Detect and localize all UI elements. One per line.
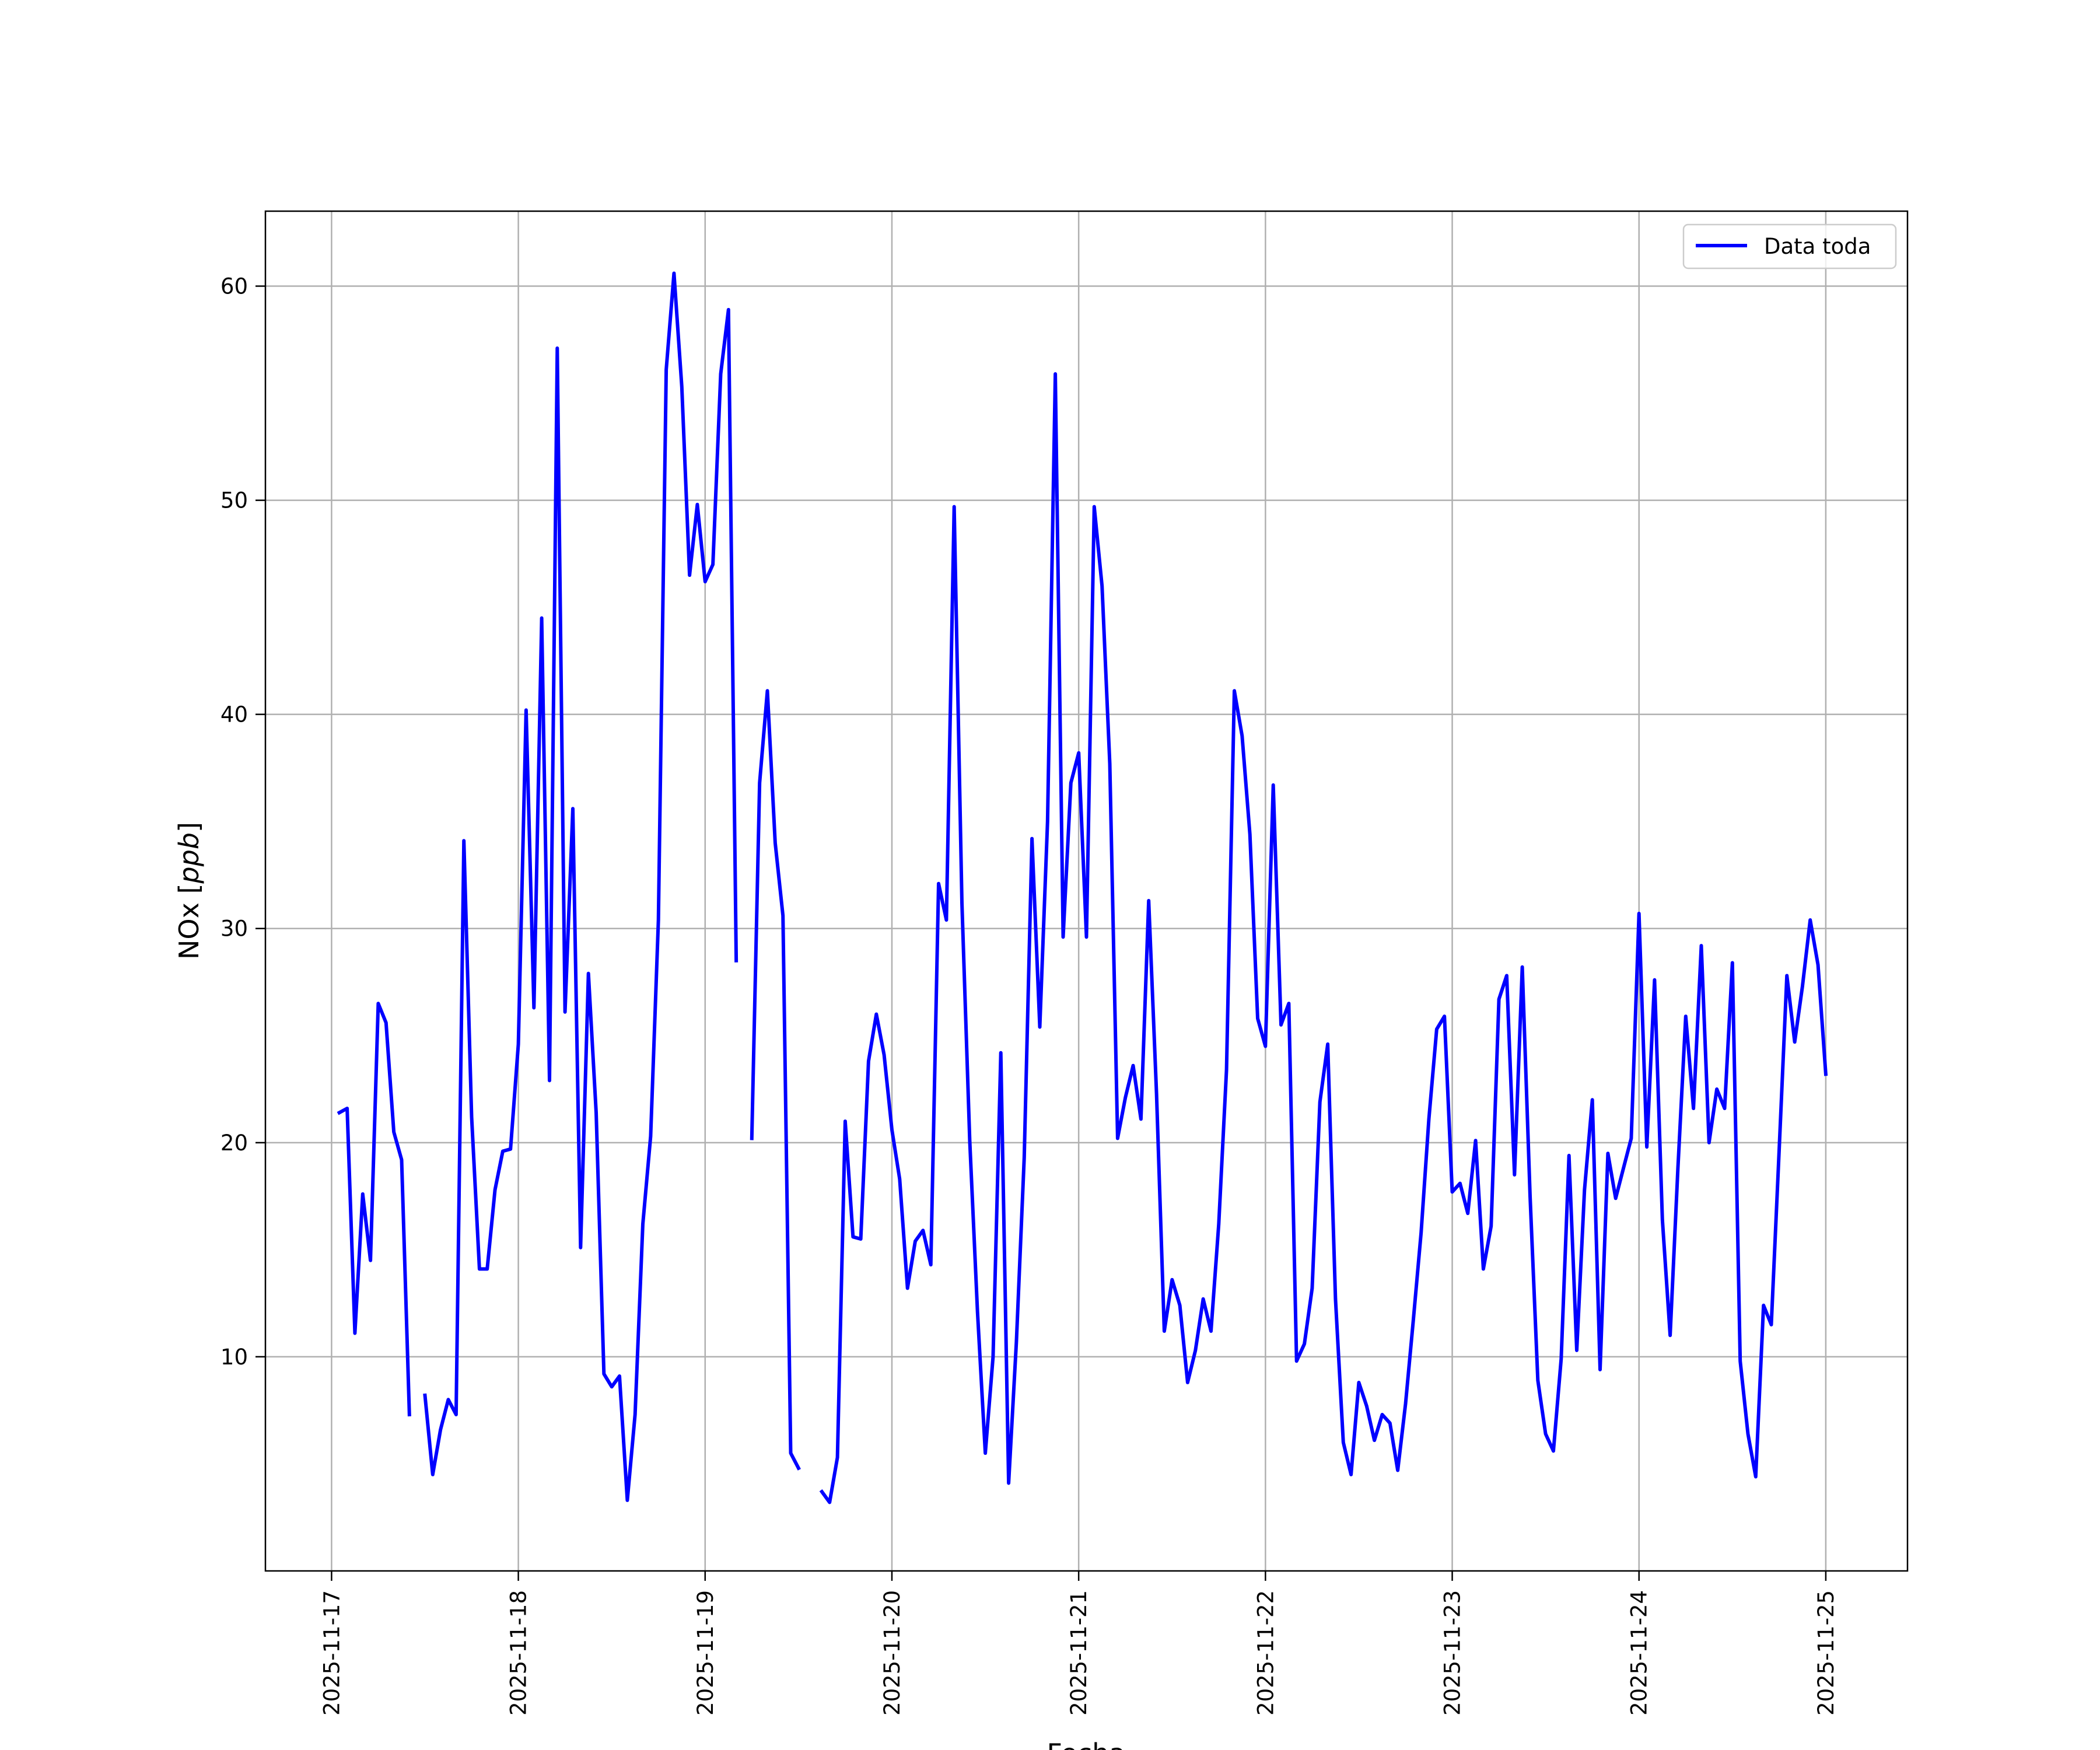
legend-box — [1682, 223, 1897, 270]
x-tick-label: 2025-11-24 — [1627, 1590, 1652, 1716]
series-line-segment — [819, 372, 1828, 1504]
series-lines — [337, 271, 1828, 1504]
y-axis-label-units: ppb — [173, 832, 205, 884]
x-axis-label: Fecha — [1047, 1738, 1126, 1750]
y-tick-label: 10 — [220, 1345, 248, 1370]
y-tick-label: 30 — [220, 916, 248, 942]
y-tick-label: 20 — [220, 1130, 248, 1156]
legend-label: Data toda — [1764, 234, 1871, 259]
y-tick-label: 60 — [220, 274, 248, 299]
series-line-segment — [423, 271, 738, 1502]
x-tick-label: 2025-11-18 — [506, 1590, 531, 1716]
axis-ticks: 2025-11-17 2025-11-18 2025-11-19 2025-11-20… — [220, 274, 1839, 1716]
y-tick-label: 40 — [220, 702, 248, 727]
series-line-segment — [750, 689, 801, 1471]
x-tick-label: 2025-11-20 — [880, 1590, 905, 1716]
x-tick-label: 2025-11-22 — [1253, 1590, 1278, 1716]
series-line-segment — [337, 1002, 411, 1417]
x-tick-label: 2025-11-19 — [693, 1590, 718, 1716]
y-axis-label-main: NOx — [173, 894, 205, 960]
legend: Data toda — [1682, 223, 1897, 270]
plot-frame — [264, 210, 1909, 1572]
x-tick-label: 2025-11-25 — [1814, 1590, 1839, 1716]
y-axis-label: NOx [ppb] — [173, 822, 205, 960]
x-tick-label: 2025-11-17 — [319, 1590, 344, 1716]
x-tick-label: 2025-11-23 — [1440, 1590, 1465, 1716]
x-tick-label: 2025-11-21 — [1066, 1590, 1091, 1716]
y-tick-label: 50 — [220, 488, 248, 513]
